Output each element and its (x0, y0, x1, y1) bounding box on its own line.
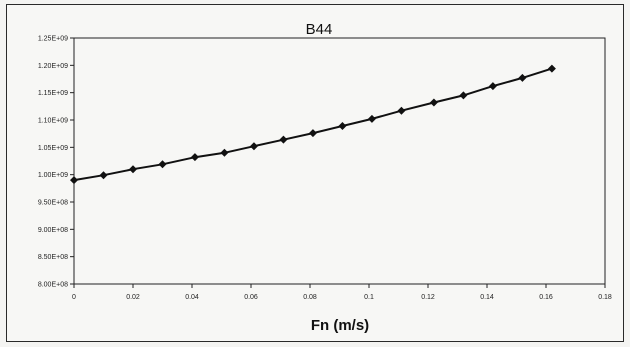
data-point (397, 106, 406, 115)
data-point (429, 98, 438, 107)
data-point (158, 160, 167, 169)
x-tick-label: 0.02 (126, 294, 140, 301)
y-tick-label: 1.20E+09 (38, 63, 68, 70)
data-point (518, 73, 527, 82)
y-axis: 8.00E+08 8.50E+08 9.00E+08 9.50E+08 1.00E+09… (38, 36, 74, 289)
data-point (367, 114, 376, 123)
x-tick-label: 0.14 (480, 294, 494, 301)
y-tick-label: 8.50E+08 (38, 254, 68, 261)
y-tick-label: 9.00E+08 (38, 227, 68, 234)
y-tick-label: 1.15E+09 (38, 90, 68, 97)
x-tick-label: 0.04 (185, 294, 199, 301)
series-line (73, 67, 553, 182)
x-tick-label: 0.08 (303, 294, 317, 301)
data-point (70, 176, 78, 185)
data-point (488, 82, 497, 91)
data-point (547, 64, 556, 73)
data-point (220, 148, 229, 157)
x-tick-label: 0.16 (539, 294, 553, 301)
x-tick-label: 0 (72, 294, 76, 301)
data-point (279, 135, 288, 144)
x-tick-label: 0.06 (244, 294, 258, 301)
y-tick-label: 1.25E+09 (38, 36, 68, 43)
x-tick-label: 0.12 (421, 294, 435, 301)
x-axis: 0 0.02 0.04 0.06 0.08 0.1 0.12 0.14 0.16 0.18 (72, 284, 612, 301)
chart-title: B44 (306, 21, 333, 38)
data-point (459, 91, 468, 100)
y-tick-label: 1.10E+09 (38, 118, 68, 125)
plot-area (73, 37, 606, 285)
data-point (99, 171, 108, 180)
y-tick-label: 9.50E+08 (38, 200, 68, 207)
chart-frame (6, 4, 624, 342)
y-tick-label: 1.05E+09 (38, 145, 68, 152)
x-axis-label: Fn (m/s) (311, 317, 369, 334)
data-point (308, 129, 317, 138)
x-tick-label: 0.1 (364, 294, 374, 301)
data-point (249, 142, 258, 151)
data-point (190, 153, 199, 162)
y-tick-label: 8.00E+08 (38, 282, 68, 289)
x-tick-label: 0.18 (598, 294, 612, 301)
series-layer (70, 64, 556, 185)
data-point (129, 165, 137, 174)
data-point (338, 122, 347, 131)
y-tick-label: 1.00E+09 (38, 172, 68, 179)
